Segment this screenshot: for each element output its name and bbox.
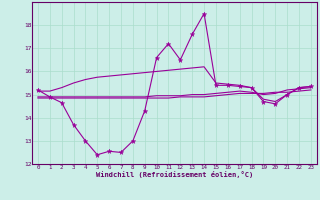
X-axis label: Windchill (Refroidissement éolien,°C): Windchill (Refroidissement éolien,°C) (96, 171, 253, 178)
